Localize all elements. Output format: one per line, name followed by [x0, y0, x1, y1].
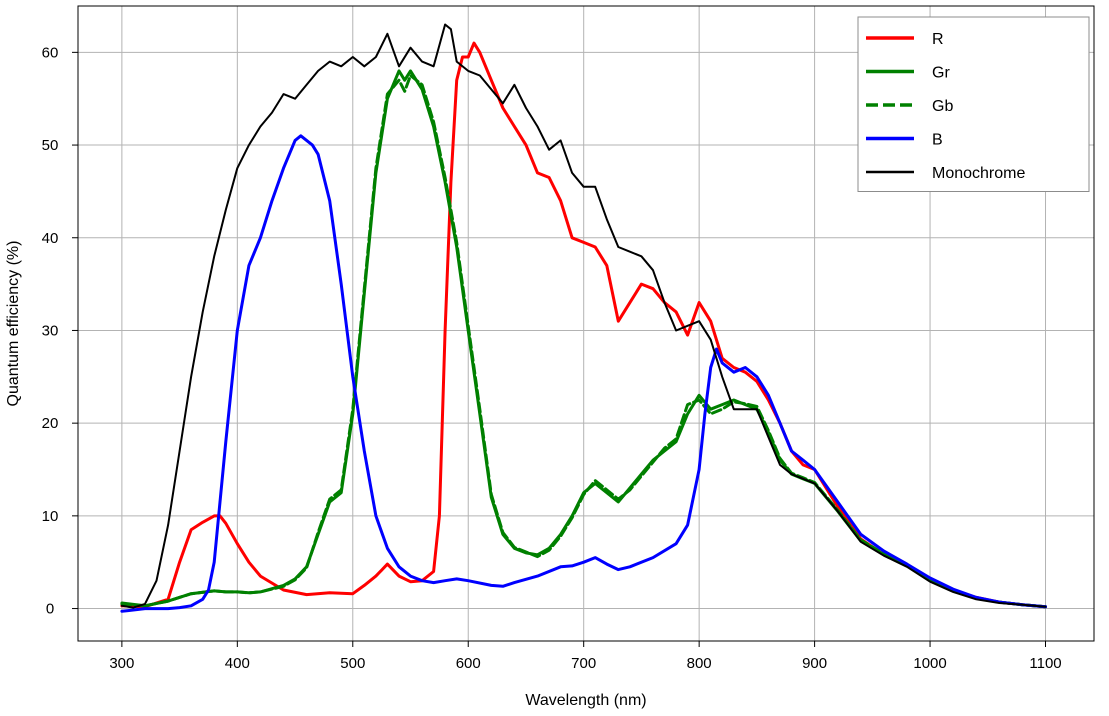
legend-label: R — [932, 31, 944, 48]
plot-area-frame — [77, 5, 1095, 642]
x-tick-label: 800 — [687, 655, 712, 672]
legend: R Gr Gb B Monochrome — [857, 16, 1090, 192]
legend-label: B — [932, 132, 943, 149]
y-tick-label: 10 — [42, 508, 59, 525]
y-tick-label: 30 — [42, 322, 59, 339]
grid — [78, 6, 1094, 641]
y-tick-label: 50 — [42, 137, 59, 154]
x-axis-title: Wavelength (nm) — [525, 692, 646, 709]
axis-ticks: 300 400 500 600 700 800 900 1000 1100 0 10 20 30 40 50… — [42, 44, 1062, 672]
y-tick-label: 40 — [42, 230, 59, 247]
x-tick-label: 1000 — [913, 655, 946, 672]
y-tick-label: 20 — [42, 415, 59, 432]
legend-box — [857, 16, 1090, 192]
legend-label: Gb — [932, 98, 953, 115]
x-tick-label: 1100 — [1029, 655, 1061, 672]
y-axis-title: Quantum efficiency (%) — [5, 241, 22, 407]
series-line-monochrome — [120, 23, 1047, 609]
x-tick-label: 600 — [456, 655, 481, 672]
x-tick-label: 300 — [109, 655, 134, 672]
series-line-b — [120, 134, 1047, 613]
legend-label: Gr — [932, 65, 950, 82]
x-tick-label: 400 — [225, 655, 250, 672]
series-lines — [120, 23, 1047, 613]
x-tick-label: 700 — [571, 655, 596, 672]
series-line-r — [120, 41, 1047, 609]
y-tick-label: 0 — [46, 601, 54, 618]
legend-label: Monochrome — [932, 165, 1025, 182]
y-tick-label: 60 — [42, 44, 59, 61]
x-tick-label: 900 — [802, 655, 827, 672]
x-tick-label: 500 — [340, 655, 365, 672]
